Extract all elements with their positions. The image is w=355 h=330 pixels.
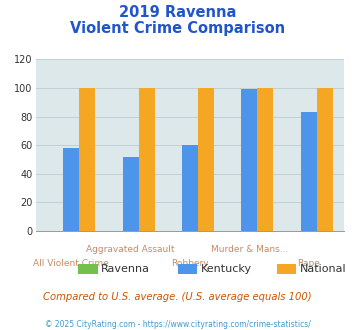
Text: Robbery: Robbery [171,259,209,268]
Text: Rape: Rape [297,259,320,268]
Bar [63,148,79,231]
Text: Kentucky: Kentucky [201,264,252,274]
Text: 2019 Ravenna: 2019 Ravenna [119,5,236,20]
Bar [301,112,317,231]
Text: National: National [300,264,346,274]
Bar [317,88,333,231]
Text: Aggravated Assault: Aggravated Assault [86,245,175,254]
Text: Compared to U.S. average. (U.S. average equals 100): Compared to U.S. average. (U.S. average … [43,292,312,302]
Text: All Violent Crime: All Violent Crime [33,259,109,268]
Bar [241,89,257,231]
Text: Ravenna: Ravenna [101,264,150,274]
Bar [182,145,198,231]
Bar [198,88,214,231]
Text: © 2025 CityRating.com - https://www.cityrating.com/crime-statistics/: © 2025 CityRating.com - https://www.city… [45,320,310,329]
Bar [138,88,154,231]
Text: Murder & Mans...: Murder & Mans... [211,245,288,254]
Bar [79,88,95,231]
Text: Violent Crime Comparison: Violent Crime Comparison [70,21,285,36]
Bar [257,88,273,231]
Bar [122,157,138,231]
